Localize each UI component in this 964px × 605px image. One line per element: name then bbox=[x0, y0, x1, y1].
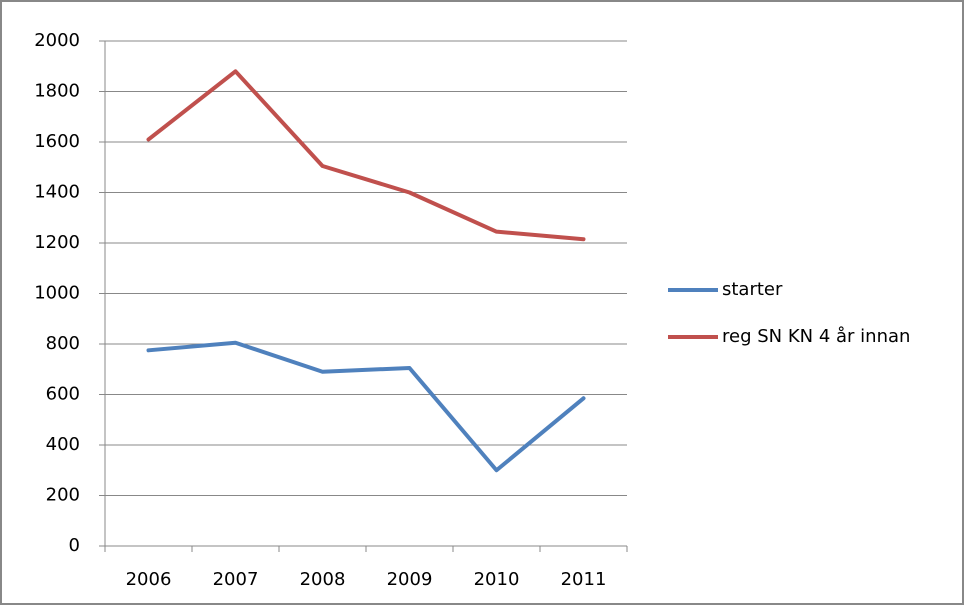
y-tick-label: 600 bbox=[46, 384, 80, 405]
y-tick-label: 800 bbox=[46, 333, 80, 354]
x-tick-label: 2006 bbox=[126, 569, 172, 590]
y-tick-label: 1400 bbox=[34, 182, 80, 203]
x-tick-label: 2007 bbox=[213, 569, 259, 590]
y-tick-label: 1200 bbox=[34, 232, 80, 253]
y-tick-label: 2000 bbox=[34, 30, 80, 51]
y-tick-label: 0 bbox=[69, 535, 80, 556]
y-tick-label: 1600 bbox=[34, 131, 80, 152]
y-tick-label: 1800 bbox=[34, 81, 80, 102]
series-line bbox=[146, 69, 586, 242]
series-line bbox=[146, 340, 586, 473]
x-tick-label: 2008 bbox=[300, 569, 346, 590]
x-tick-label: 2010 bbox=[474, 569, 520, 590]
legend-label: reg SN KN 4 år innan bbox=[722, 326, 910, 347]
legend-label: starter bbox=[722, 279, 783, 300]
y-tick-label: 1000 bbox=[34, 283, 80, 304]
x-tick-label: 2009 bbox=[387, 569, 433, 590]
x-tick-label: 2011 bbox=[561, 569, 607, 590]
y-tick-label: 400 bbox=[46, 434, 80, 455]
y-tick-label: 200 bbox=[46, 485, 80, 506]
